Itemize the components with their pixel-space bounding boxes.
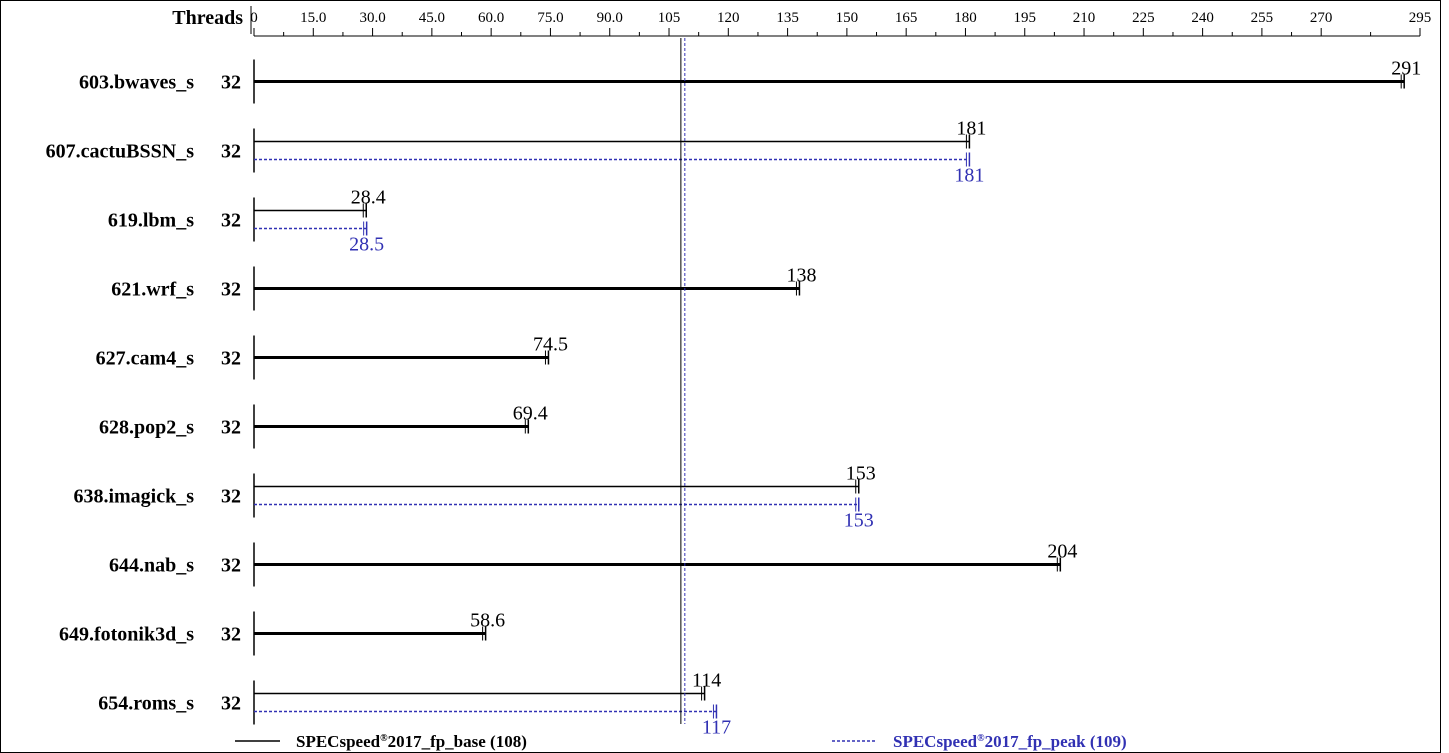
x-tick-label: 270 xyxy=(1310,10,1333,26)
x-tick-label: 120 xyxy=(717,10,740,26)
x-tick-label: 105 xyxy=(658,10,681,26)
bars: 603.bwaves_s 32 291 607.cactuBSSN_s 32 181 181… xyxy=(46,58,1422,739)
x-tick-label: 295 xyxy=(1409,10,1432,26)
legend-peak-reg: ® xyxy=(977,733,985,744)
benchmark-label: 621.wrf_s xyxy=(111,279,194,301)
x-tick-label: 0 xyxy=(250,10,258,26)
reference-lines xyxy=(680,38,686,724)
threads-value: 32 xyxy=(221,693,241,715)
legend-peak-prefix: SPECspeed xyxy=(893,732,978,751)
base-value-label: 181 xyxy=(956,118,986,140)
x-tick-label: 165 xyxy=(895,10,918,26)
benchmark-label: 607.cactuBSSN_s xyxy=(46,141,195,163)
x-tick-label: 240 xyxy=(1191,10,1214,26)
x-axis: 0 15.0 30.0 45.0 60.0 75.0 90.0 105 120 135 150 165… xyxy=(250,10,1432,37)
peak-value-label: 28.5 xyxy=(349,234,384,256)
threads-value: 32 xyxy=(221,72,241,94)
base-value-label: 291 xyxy=(1391,58,1421,80)
legend-base-suffix: 2017_fp_base (108) xyxy=(388,732,527,751)
x-tick-label: 30.0 xyxy=(359,10,385,26)
threads-value: 32 xyxy=(221,348,241,370)
threads-value: 32 xyxy=(221,624,241,646)
x-tick-label: 180 xyxy=(954,10,977,26)
peak-value-label: 117 xyxy=(702,717,731,739)
x-tick-label: 225 xyxy=(1132,10,1155,26)
x-tick-label: 90.0 xyxy=(597,10,623,26)
legend-base-label: SPECspeed®2017_fp_base (108) xyxy=(296,732,527,751)
base-value-label: 153 xyxy=(846,463,876,485)
threads-value: 32 xyxy=(221,417,241,439)
threads-value: 32 xyxy=(221,555,241,577)
legend-peak-label: SPECspeed®2017_fp_peak (109) xyxy=(893,732,1127,751)
x-tick-label: 195 xyxy=(1013,10,1036,26)
base-value-label: 58.6 xyxy=(470,610,505,632)
x-tick-label: 45.0 xyxy=(419,10,445,26)
x-tick-label: 15.0 xyxy=(300,10,326,26)
legend-base-reg: ® xyxy=(380,733,388,744)
legend-base-prefix: SPECspeed xyxy=(296,732,381,751)
benchmark-label: 654.roms_s xyxy=(98,693,194,715)
legend: SPECspeed®2017_fp_base (108) SPECspeed®2… xyxy=(235,732,1127,751)
threads-value: 32 xyxy=(221,486,241,508)
peak-value-label: 181 xyxy=(954,165,984,187)
benchmark-label: 638.imagick_s xyxy=(73,486,194,508)
x-tick-label: 255 xyxy=(1251,10,1274,26)
base-value-label: 28.4 xyxy=(351,187,386,209)
threads-value: 32 xyxy=(221,279,241,301)
base-value-label: 69.4 xyxy=(513,403,548,425)
legend-peak-suffix: 2017_fp_peak (109) xyxy=(985,732,1127,751)
base-value-label: 138 xyxy=(786,265,816,287)
threads-header: Threads xyxy=(172,7,243,29)
benchmark-label: 649.fotonik3d_s xyxy=(59,624,194,646)
x-tick-label: 210 xyxy=(1073,10,1096,26)
x-tick-label: 135 xyxy=(776,10,799,26)
threads-value: 32 xyxy=(221,141,241,163)
base-value-label: 74.5 xyxy=(533,334,568,356)
base-value-label: 114 xyxy=(692,670,721,692)
benchmark-label: 627.cam4_s xyxy=(96,348,195,370)
benchmark-label: 644.nab_s xyxy=(109,555,194,577)
x-tick-label: 150 xyxy=(836,10,859,26)
x-tick-label: 60.0 xyxy=(478,10,504,26)
base-value-label: 204 xyxy=(1047,541,1077,563)
benchmark-label: 628.pop2_s xyxy=(99,417,194,439)
threads-value: 32 xyxy=(221,210,241,232)
x-tick-label: 75.0 xyxy=(537,10,563,26)
benchmark-label: 603.bwaves_s xyxy=(79,72,194,94)
peak-value-label: 153 xyxy=(844,510,874,532)
benchmark-label: 619.lbm_s xyxy=(108,210,194,232)
